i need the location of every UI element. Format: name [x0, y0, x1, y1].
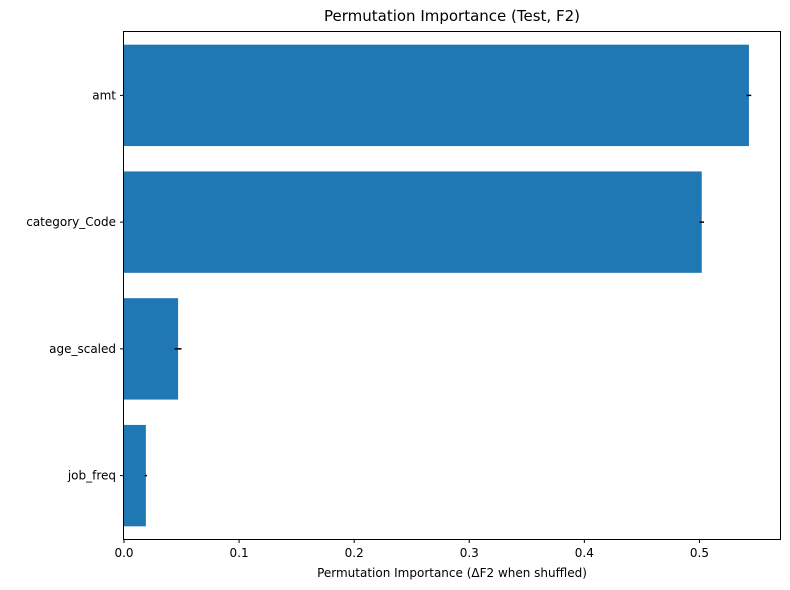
bar-job_freq [124, 424, 146, 527]
x-tick-label: 0.4 [575, 546, 594, 560]
bars-group [124, 44, 749, 527]
bar-age_scaled [124, 298, 179, 400]
chart-title: Permutation Importance (Test, F2) [324, 7, 580, 25]
y-tick-label: age_scaled [49, 342, 116, 356]
plot-frame [123, 31, 781, 540]
x-axis: 0.0 0.1 0.2 0.3 0.4 0.5 [114, 539, 709, 560]
y-axis: amt category_Code age_scaled job_freq [26, 88, 124, 483]
bar-category_Code [124, 171, 702, 273]
y-tick-label: amt [92, 88, 116, 102]
x-tick-label: 0.1 [230, 546, 249, 560]
y-tick-label: category_Code [26, 215, 116, 229]
y-tick-label: job_freq [67, 469, 116, 483]
error-bars-group [144, 94, 752, 477]
x-tick-label: 0.3 [460, 546, 479, 560]
x-axis-label: Permutation Importance (ΔF2 when shuffle… [317, 566, 587, 580]
x-tick-label: 0.5 [690, 546, 709, 560]
bar-amt [124, 44, 749, 147]
x-tick-label: 0.2 [345, 546, 364, 560]
x-tick-label: 0.0 [114, 546, 133, 560]
